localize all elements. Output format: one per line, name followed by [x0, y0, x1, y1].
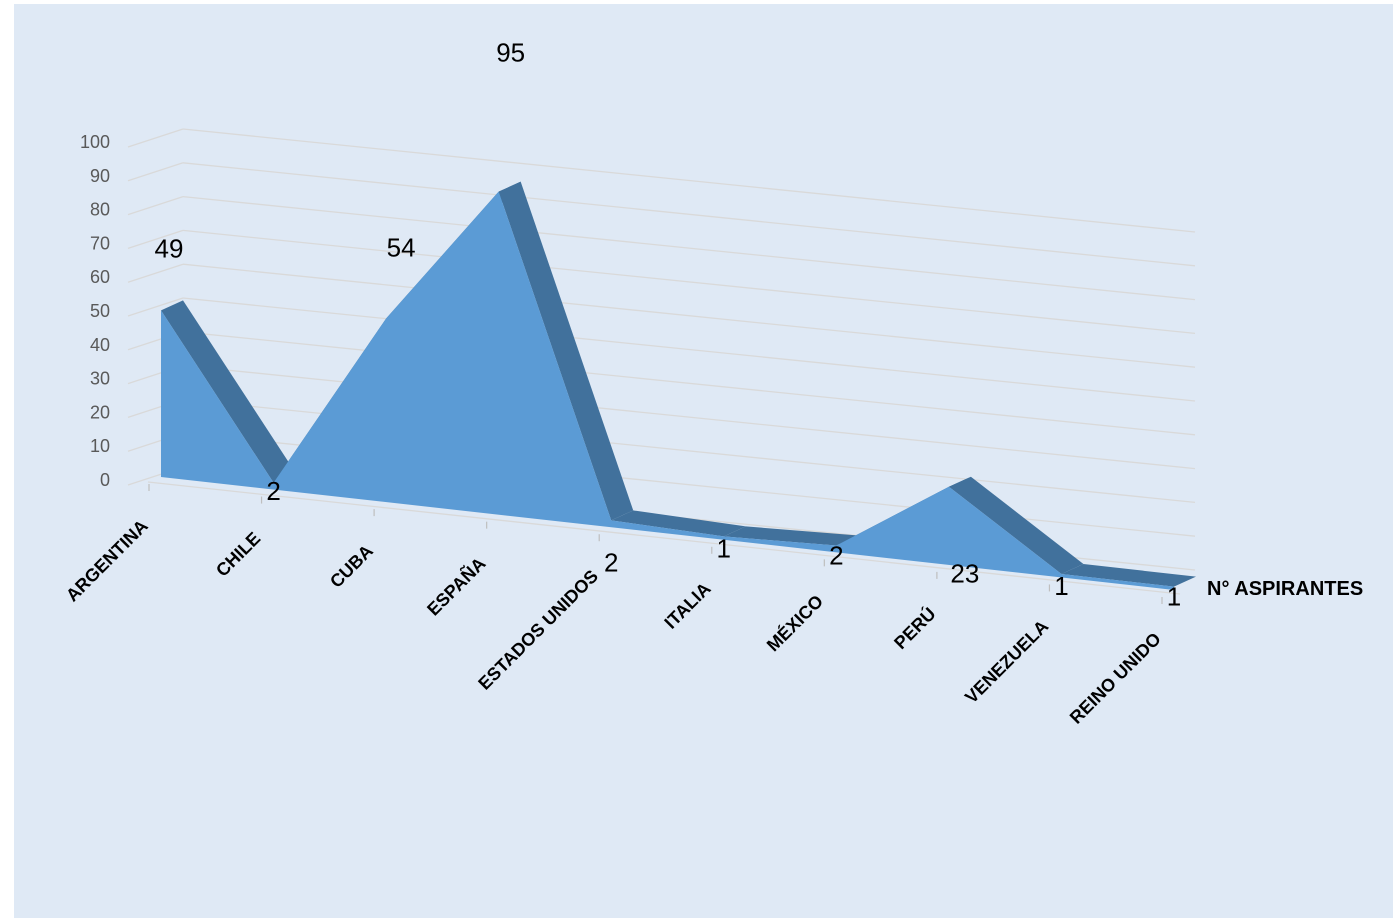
y-tick-label: 60	[90, 267, 110, 287]
data-label: 1	[1167, 582, 1181, 612]
x-tick-label: MÉXICO	[762, 590, 827, 655]
data-label: 49	[155, 233, 184, 263]
area-top-face	[498, 181, 634, 521]
y-tick-label: 70	[90, 233, 110, 253]
gridline-back	[182, 297, 1196, 402]
data-label: 2	[829, 541, 843, 571]
y-tick-label: 10	[90, 436, 110, 456]
x-tick-label: REINO UNIDO	[1066, 629, 1165, 728]
x-tick-label: PERÚ	[890, 603, 940, 653]
gridline-back	[182, 162, 1196, 267]
y-tick-label: 30	[90, 369, 110, 389]
area-chart-3d: 0 10 20 30 40 50 60 70 80 90 100 ARGENTINA CHILE CUBA…	[62, 38, 1363, 728]
floor-edge	[147, 481, 1181, 595]
chart-area: 0 10 20 30 40 50 60 70 80 90 100 ARGENTINA CHILE CUBA…	[14, 4, 1393, 918]
gridline-side	[127, 162, 184, 182]
data-label: 1	[1054, 571, 1068, 601]
x-tick-label: ARGENTINA	[62, 516, 152, 606]
data-label: 23	[950, 559, 979, 589]
y-tick-label: 0	[100, 470, 110, 490]
y-tick-label: 80	[90, 200, 110, 220]
data-label: 2	[604, 547, 618, 577]
x-tick-label: ESPAÑA	[423, 553, 490, 620]
gridline-side	[127, 297, 184, 317]
data-label: 95	[496, 38, 525, 68]
gridline-back	[182, 229, 1196, 335]
data-label: 2	[266, 476, 280, 506]
data-label: 54	[387, 233, 416, 263]
area-top-face	[1061, 564, 1196, 587]
area-top-face	[161, 300, 296, 483]
area-top-face	[948, 476, 1084, 575]
y-tick-label: 40	[90, 335, 110, 355]
gridline-back	[182, 263, 1196, 368]
area-front-face	[161, 191, 1174, 590]
x-tick-label: VENEZUELA	[961, 616, 1052, 707]
area-top-face	[723, 526, 859, 546]
x-tick-label: CHILE	[212, 528, 264, 580]
gridline-back	[182, 195, 1196, 301]
x-tick-label: ITALIA	[660, 578, 714, 632]
y-tick-label: 90	[90, 166, 110, 186]
gridline-side	[127, 128, 184, 148]
gridline-back	[182, 128, 1196, 233]
series-name-label: N° ASPIRANTES	[1207, 578, 1363, 600]
gridline-back	[182, 331, 1196, 436]
area-top-face	[611, 510, 746, 537]
gridline-side	[127, 263, 184, 283]
gridline-side	[127, 195, 184, 216]
x-tick-label: ESTADOS UNIDOS	[474, 566, 602, 694]
gridline-side	[127, 229, 184, 250]
y-tick-label: 50	[90, 301, 110, 321]
y-tick-label: 20	[90, 402, 110, 422]
y-tick-label: 100	[80, 132, 110, 152]
x-tick-label: CUBA	[326, 541, 377, 592]
data-label: 1	[717, 533, 731, 563]
